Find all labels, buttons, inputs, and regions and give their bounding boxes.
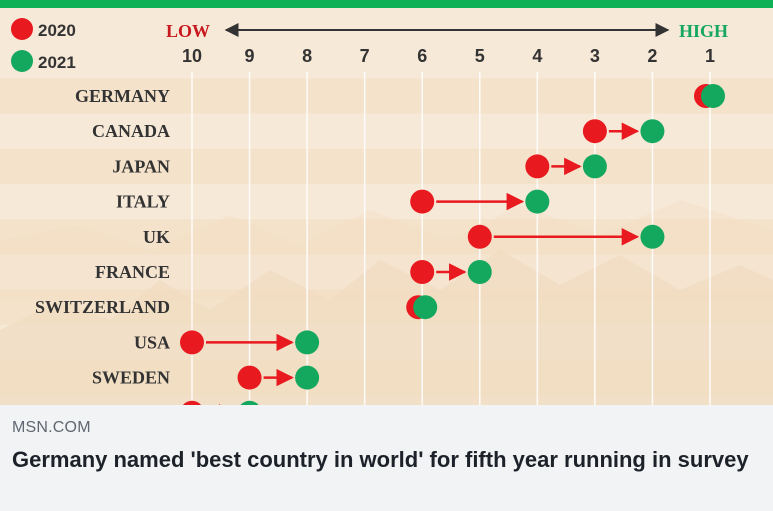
x-tick-label: 1 [705, 46, 715, 66]
country-label: USA [134, 332, 170, 352]
row-bands [0, 78, 773, 396]
country-label: SWEDEN [92, 368, 170, 388]
legend: 2020 2021 [11, 18, 76, 72]
headline[interactable]: Germany named 'best country in world' fo… [12, 447, 749, 472]
x-tick-label: 6 [417, 46, 427, 66]
source-domain: MSN.COM [12, 419, 91, 436]
low-label: LOW [166, 21, 210, 41]
country-label: SWITZERLAND [35, 297, 170, 317]
x-tick-label: 8 [302, 46, 312, 66]
dot-2021 [640, 119, 665, 144]
legend-swatch-2021 [11, 50, 33, 72]
link-caption[interactable]: MSN.COM Germany named 'best country in w… [0, 405, 773, 511]
row-band [0, 78, 773, 114]
x-tick-label: 3 [590, 46, 600, 66]
country-label: ITALY [116, 192, 170, 212]
row-band [0, 289, 773, 325]
dot-2020 [582, 119, 607, 144]
x-tick-label: 9 [245, 46, 255, 66]
chart-image[interactable]: 2020 2021 LOW HIGH 10 9 8 7 6 5 4 3 2 1 GERMANY CA… [0, 0, 773, 405]
dot-2020 [525, 154, 550, 179]
country-label: JAPAN [112, 156, 170, 176]
x-tick-label: 4 [532, 46, 542, 66]
scale-header: LOW HIGH [166, 21, 728, 41]
dot-2021 [640, 224, 665, 249]
x-tick-label: 7 [360, 46, 370, 66]
dot-2021 [525, 189, 550, 214]
legend-label-2021: 2021 [38, 53, 76, 72]
rank-change-arrows [206, 122, 640, 405]
dot-2020 [180, 330, 204, 355]
dot-2021 [582, 154, 607, 179]
rank-dot-plot: 2020 2021 LOW HIGH 10 9 8 7 6 5 4 3 2 1 GERMANY CA… [0, 0, 773, 405]
legend-label-2020: 2020 [38, 21, 76, 40]
top-green-bar [0, 0, 773, 8]
dot-2021 [240, 400, 259, 405]
x-tick-label: 10 [182, 46, 202, 66]
dot-2020 [237, 365, 262, 390]
country-label: CANADA [92, 121, 170, 141]
legend-swatch-2020 [11, 18, 33, 40]
dot-2020 [410, 189, 435, 214]
dot-2021 [413, 295, 438, 320]
dot-2020 [410, 260, 435, 284]
dot-2021 [295, 365, 320, 390]
country-label: UK [143, 227, 170, 247]
row-band [0, 148, 773, 184]
rank-dots [180, 84, 725, 405]
country-label: FRANCE [95, 262, 170, 282]
dot-2020 [182, 400, 202, 405]
dot-2021 [295, 330, 320, 355]
dot-2021 [701, 84, 725, 108]
dot-2021 [467, 260, 492, 284]
x-tick-label: 2 [647, 46, 657, 66]
country-labels: GERMANY CANADA JAPAN ITALY UK FRANCE SWITZERLA… [35, 86, 170, 388]
row-band [0, 360, 773, 396]
x-tick-label: 5 [475, 46, 485, 66]
high-label: HIGH [679, 21, 728, 41]
dot-2020 [467, 224, 492, 249]
x-tick-labels: 10 9 8 7 6 5 4 3 2 1 [182, 46, 715, 66]
country-label: GERMANY [75, 86, 170, 106]
